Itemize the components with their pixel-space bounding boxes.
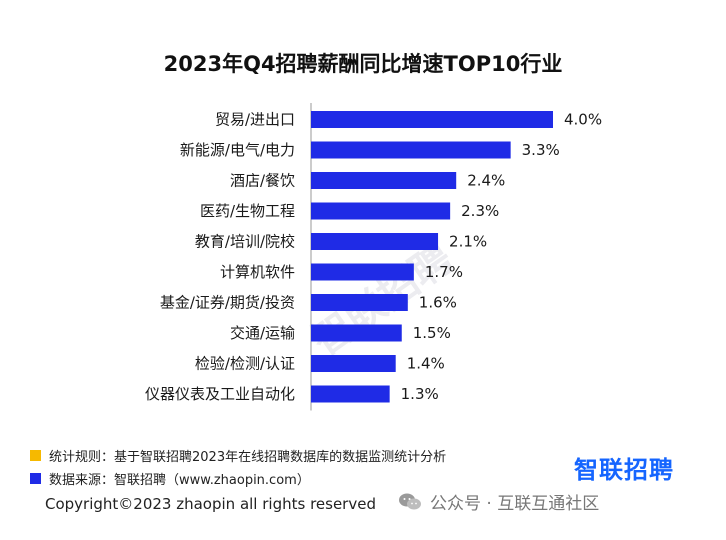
value-label-5: 1.7% bbox=[425, 263, 463, 281]
source-square-icon bbox=[30, 473, 41, 484]
bar-7 bbox=[311, 324, 402, 342]
category-label-0: 贸易/进出口 bbox=[215, 111, 295, 129]
value-label-9: 1.3% bbox=[401, 385, 439, 403]
bar-3 bbox=[311, 202, 451, 220]
category-label-2: 酒店/餐饮 bbox=[230, 172, 295, 190]
value-label-8: 1.4% bbox=[407, 355, 445, 373]
category-label-9: 仪器仪表及工业自动化 bbox=[145, 385, 295, 403]
value-label-3: 2.3% bbox=[461, 202, 499, 220]
category-label-6: 基金/证券/期货/投资 bbox=[160, 294, 295, 312]
value-label-0: 4.0% bbox=[564, 111, 602, 129]
wechat-icon bbox=[398, 492, 422, 512]
value-label-1: 3.3% bbox=[522, 141, 560, 159]
category-label-1: 新能源/电气/电力 bbox=[180, 141, 295, 159]
category-label-7: 交通/运输 bbox=[230, 324, 295, 342]
footer-source: 数据来源：智联招聘（www.zhaopin.com） bbox=[30, 469, 310, 488]
bar-8 bbox=[311, 355, 396, 372]
copyright-text: Copyright©2023 zhaopin all rights reserv… bbox=[45, 495, 376, 513]
bar-4 bbox=[311, 233, 439, 250]
value-label-6: 1.6% bbox=[419, 294, 457, 312]
bar-5 bbox=[311, 263, 414, 281]
rule-square-icon bbox=[30, 450, 41, 461]
brand-logo: 智联招聘 bbox=[574, 456, 674, 484]
wechat-text: 公众号 · 互联互通社区 bbox=[430, 494, 600, 514]
bar-2 bbox=[311, 172, 457, 189]
category-label-4: 教育/培训/院校 bbox=[195, 233, 295, 251]
bar-6 bbox=[311, 294, 408, 311]
footer-rule: 统计规则：基于智联招聘2023年在线招聘数据库的数据监测统计分析 bbox=[30, 446, 446, 465]
bar-1 bbox=[311, 141, 511, 159]
bar-0 bbox=[311, 111, 553, 128]
value-label-4: 2.1% bbox=[449, 233, 487, 251]
category-label-5: 计算机软件 bbox=[220, 263, 295, 281]
bar-9 bbox=[311, 385, 390, 403]
wechat-source: 公众号 · 互联互通社区 bbox=[398, 489, 599, 514]
category-label-3: 医药/生物工程 bbox=[200, 202, 295, 220]
footer-source-text: 数据来源：智联招聘（www.zhaopin.com） bbox=[49, 473, 310, 488]
chart-title: 2023年Q4招聘薪酬同比增速TOP10行业 bbox=[163, 52, 563, 76]
category-label-8: 检验/检测/认证 bbox=[195, 355, 295, 373]
footer-rule-text: 统计规则：基于智联招聘2023年在线招聘数据库的数据监测统计分析 bbox=[49, 450, 447, 465]
bar-chart: 贸易/进出口 4.0% 新能源/电气/电力 3.3% 酒店/餐饮 2.4% 医药/生物工程 2… bbox=[145, 103, 602, 411]
value-label-2: 2.4% bbox=[467, 172, 505, 190]
value-label-7: 1.5% bbox=[413, 324, 451, 342]
